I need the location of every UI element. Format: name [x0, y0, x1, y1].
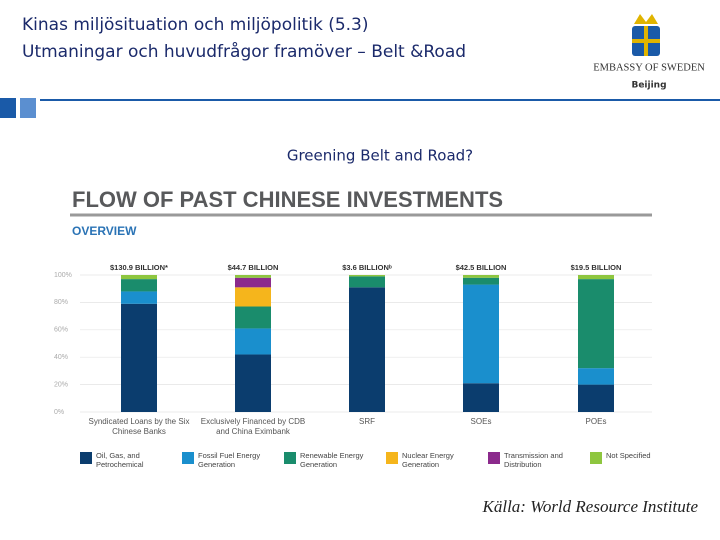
heading: Greening Belt and Road? — [287, 147, 473, 165]
bar-segment — [235, 306, 271, 329]
x-tick-label: Exclusively Financed by CDB and China Ex… — [200, 417, 306, 436]
legend-label: Transmission and Distribution — [504, 451, 563, 469]
bar-segment — [349, 276, 385, 288]
x-tick-label: Syndicated Loans by the Six Chinese Bank… — [88, 417, 190, 436]
bar-segment — [121, 303, 157, 412]
legend-swatch — [386, 452, 398, 464]
x-tick-label: SRF — [359, 417, 375, 426]
legend-swatch — [284, 452, 296, 464]
slide-title: Utmaningar och huvudfrågor framöver – Be… — [22, 41, 466, 62]
chart-subtitle: OVERVIEW — [72, 224, 137, 238]
source: Källa: World Resource Institute — [482, 497, 699, 516]
category-total: $44.7 BILLION — [228, 263, 279, 272]
bar-segment — [121, 291, 157, 304]
category-total: $42.5 BILLION — [456, 263, 507, 272]
bar-segment — [578, 279, 614, 369]
bar-segment — [463, 284, 499, 384]
bar-segment — [349, 275, 385, 277]
bar-segment — [463, 277, 499, 285]
legend-label: Nuclear Energy Generation — [402, 451, 454, 469]
bar-segment — [578, 275, 614, 280]
legend-swatch — [80, 452, 92, 464]
category-total: $19.5 BILLION — [571, 263, 622, 272]
bar-segment — [235, 354, 271, 412]
logo-city: Beijing — [631, 81, 666, 91]
y-tick-label: 100% — [54, 272, 72, 279]
logo-text: EMBASSY OF SWEDEN — [593, 62, 705, 73]
y-tick-label: 60% — [54, 327, 68, 334]
y-tick-label: 40% — [54, 354, 68, 361]
deco-square — [0, 98, 16, 118]
bar-segment — [121, 275, 157, 280]
bar-segment — [235, 328, 271, 355]
legend-label: Fossil Fuel Energy Generation — [198, 451, 261, 469]
bar-segment — [121, 279, 157, 292]
legend-swatch — [182, 452, 194, 464]
bar-segment — [463, 383, 499, 412]
legend-swatch — [488, 452, 500, 464]
bar-segment — [578, 384, 614, 412]
x-tick-label: SOEs — [470, 417, 492, 426]
bar-segment — [463, 275, 499, 278]
bar-segment — [235, 287, 271, 307]
bar-segment — [349, 287, 385, 412]
category-total: $130.9 BILLION* — [110, 263, 168, 272]
x-tick-label: POEs — [585, 417, 607, 426]
legend-swatch — [590, 452, 602, 464]
bar-segment — [235, 275, 271, 278]
logo — [632, 14, 660, 56]
bar-segment — [235, 277, 271, 288]
chart-title: FLOW OF PAST CHINESE INVESTMENTS — [72, 187, 503, 212]
slide-title: Kinas miljösituation och miljöpolitik (5… — [22, 15, 369, 35]
legend-label: Renewable Energy Generation — [300, 451, 364, 469]
deco-square — [20, 98, 36, 118]
category-total: $3.6 BILLIONᵇ — [342, 263, 392, 272]
legend-label: Not Specified — [606, 451, 651, 460]
y-tick-label: 80% — [54, 299, 68, 306]
y-tick-label: 0% — [54, 409, 64, 416]
y-tick-label: 20% — [54, 381, 68, 388]
bar-segment — [578, 368, 614, 385]
legend-label: Oil, Gas, and Petrochemical — [96, 451, 144, 469]
